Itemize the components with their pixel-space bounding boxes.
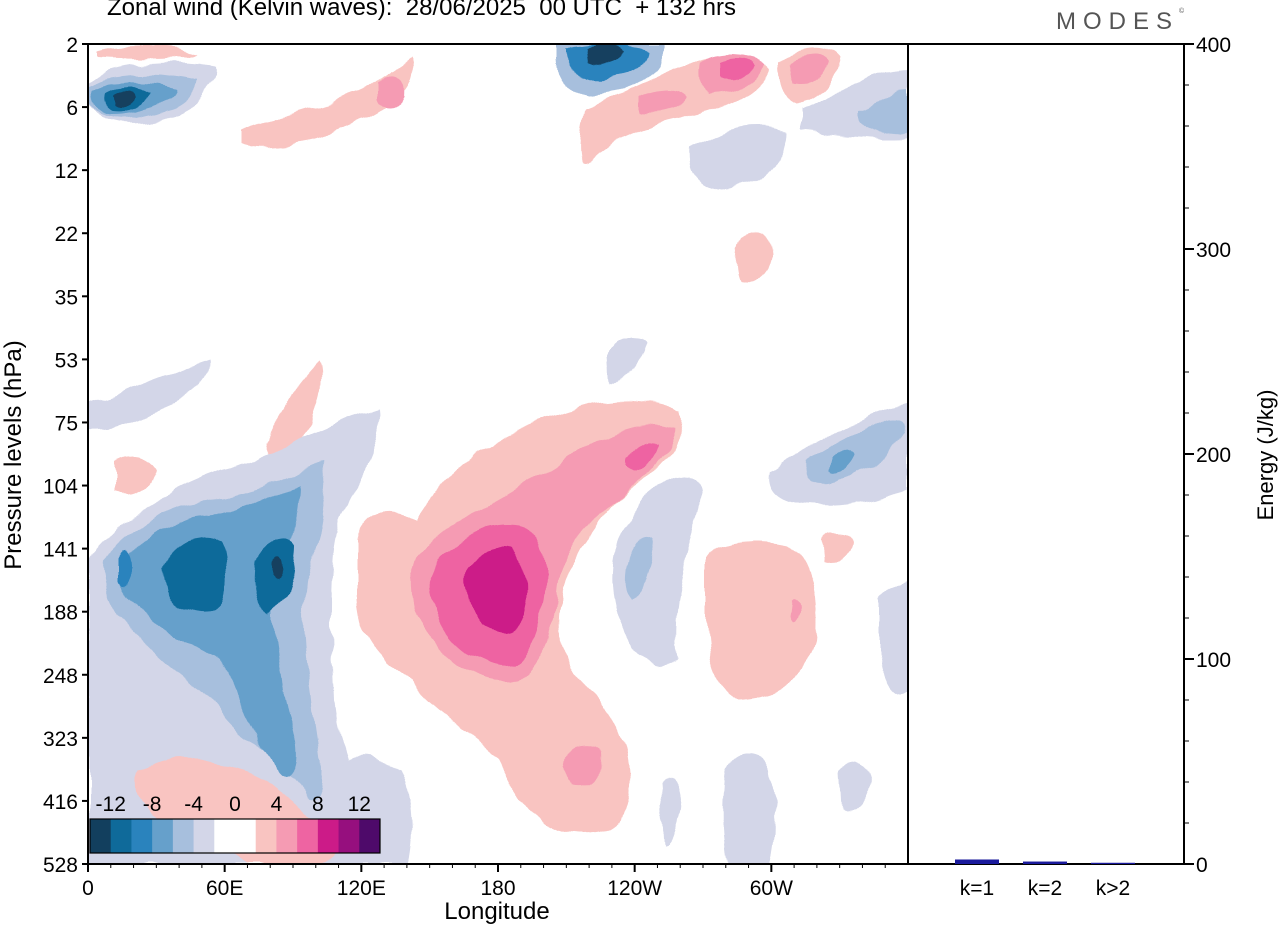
colorbar-label: -12 (96, 793, 126, 816)
contour-region (830, 449, 854, 473)
colorbar-cell (172, 819, 195, 853)
x-tick-label: 180 (480, 877, 515, 900)
logo-text: MODES (1056, 8, 1180, 35)
colorbar-cell (131, 819, 153, 853)
colorbar-label: -4 (184, 793, 203, 816)
y-tick-label: 104 (43, 476, 78, 499)
y-tick-label: 6 (66, 97, 78, 120)
colorbar: -12 -8 -4 0 4 8 12 (89, 793, 381, 854)
y-tick-label: 35 (55, 286, 78, 309)
contour-region (562, 742, 603, 787)
colorbar-label: 12 (348, 793, 371, 816)
x-axis-title: Longitude (444, 898, 550, 925)
contour-region (272, 559, 284, 580)
contour-region (625, 440, 660, 472)
contour-region (88, 360, 211, 429)
colorbar-label: 0 (229, 793, 241, 816)
colorbar-label: 8 (312, 793, 324, 816)
energy-tick-label: 400 (1196, 34, 1231, 57)
contour-region (586, 47, 626, 66)
contour-region (116, 454, 156, 496)
y-tick-label: 22 (55, 223, 78, 246)
contour-region (624, 534, 654, 600)
energy-tick-label: 200 (1196, 444, 1231, 467)
y-tick-label: 2 (66, 34, 78, 57)
y-tick-label: 528 (43, 854, 78, 877)
contour-region (660, 775, 682, 846)
contour-region (118, 486, 300, 776)
contour-region (240, 60, 413, 146)
energy-tick-label: 300 (1196, 239, 1231, 262)
colorbar-cell (110, 819, 132, 853)
colorbar-cell (276, 819, 298, 853)
y-tick-label: 53 (55, 349, 78, 372)
x-tick-label: 0 (82, 877, 94, 900)
contour-region (790, 598, 800, 625)
energy-tick-label: 0 (1196, 854, 1208, 877)
colorbar-cell (317, 819, 340, 853)
y-tick-label: 75 (55, 412, 78, 435)
x-tick-label: 60W (750, 877, 793, 900)
contour-region (792, 54, 830, 84)
y-tick-label: 141 (43, 539, 78, 562)
contour-region (96, 46, 200, 60)
colorbar-cell (193, 819, 215, 853)
contour-region (820, 532, 850, 563)
contour-region (162, 536, 227, 614)
colorbar-outline (89, 818, 381, 854)
contour-region (720, 58, 754, 81)
colorbar-label: -8 (143, 793, 162, 816)
logo-copyright-mark: © (1179, 8, 1185, 15)
x-tick-label: 120E (337, 877, 386, 900)
contour-region (840, 764, 870, 815)
energy-bar-chart: 0 100 200 300 400 k=1 k=2 k>2 (908, 34, 1231, 900)
energy-bar (1023, 861, 1067, 864)
y-tick-label: 12 (55, 160, 78, 183)
colorbar-cell (152, 819, 174, 853)
contour-region (610, 475, 701, 665)
y-tick-label: 188 (43, 602, 78, 625)
contour-region (880, 580, 908, 693)
energy-bar (1091, 862, 1135, 864)
x-tick-label: 60E (206, 877, 243, 900)
energy-tick-label: 100 (1196, 649, 1231, 672)
wind-contour-field (88, 44, 908, 864)
colorbar-cell (359, 819, 381, 853)
y-tick-label: 323 (43, 728, 78, 751)
contour-region (466, 546, 526, 632)
y-tick-label: 416 (43, 791, 78, 814)
colorbar-cell (90, 819, 112, 853)
contour-region (118, 552, 132, 586)
contour-region (266, 360, 323, 460)
contour-region (860, 92, 908, 135)
contour-region (689, 126, 790, 190)
colorbar-cell (297, 819, 319, 853)
colorbar-cell (214, 819, 236, 853)
colorbar-cell (338, 819, 360, 853)
y-tick-label: 248 (43, 665, 78, 688)
colorbar-cell (255, 819, 277, 853)
chart-title: Zonal wind (Kelvin waves): 28/06/2025 00… (107, 0, 736, 21)
energy-bar-label: k>2 (1096, 877, 1130, 900)
x-tick-label: 120W (607, 877, 662, 900)
contour-region (608, 338, 646, 386)
contour-region (706, 542, 817, 700)
energy-bar-label: k=2 (1028, 877, 1062, 900)
colorbar-label: 4 (271, 793, 283, 816)
contour-region (112, 92, 136, 106)
contour-region (640, 88, 688, 113)
contour-region (380, 75, 405, 107)
energy-bar (955, 859, 999, 864)
modes-logo: MODES© (1056, 8, 1184, 36)
contour-region (723, 755, 776, 864)
colorbar-cell (235, 819, 257, 853)
contour-region (736, 231, 772, 282)
energy-bar-label: k=1 (960, 877, 994, 900)
